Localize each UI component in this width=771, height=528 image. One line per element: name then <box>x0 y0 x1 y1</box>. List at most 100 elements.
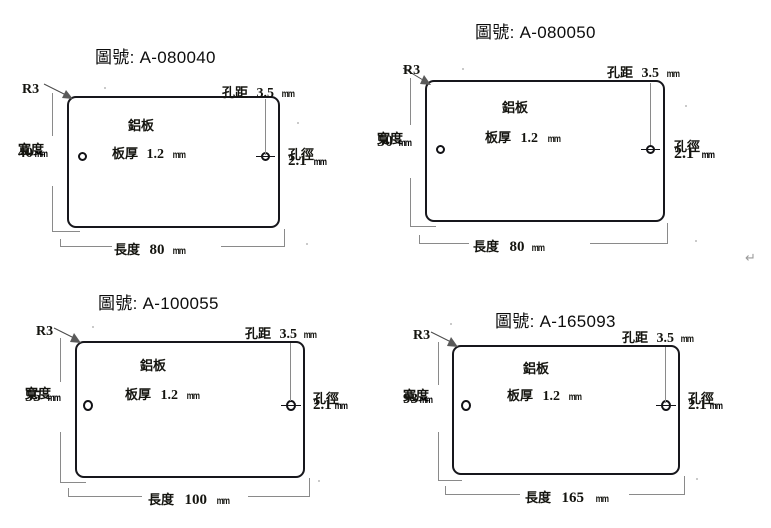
r3-leader-1 <box>43 83 73 99</box>
hole-dia-value-2: 2.1 <box>674 145 694 162</box>
length-label-3: 長度 <box>148 492 175 507</box>
width-ext-line-top-1 <box>52 93 53 136</box>
thickness-row-3: 板厚 1.2 mm <box>125 384 200 404</box>
drawing-panel-4: 圖號: A-165093 鋁板 板厚 1.2 mm R3 寬度 93 mm <box>385 280 771 528</box>
width-unit-1: mm <box>34 149 48 160</box>
hole-dia-value-row-1: 2.1 mm <box>288 152 328 170</box>
hole-dia-dimension-2: 孔徑 2.1 mm <box>674 140 716 163</box>
width-dimension-2: 寬度 50 mm <box>377 132 413 151</box>
hole-left-1 <box>78 152 87 161</box>
thickness-unit-1: mm <box>172 150 185 161</box>
hole-pitch-dimension-2: 孔距 3.5 mm <box>607 62 680 82</box>
width-tick-bottom-1 <box>52 231 80 232</box>
width-dimension-4: 寬度 93 mm <box>403 389 434 408</box>
width-value-1: 40 <box>18 145 33 161</box>
thickness-unit-2: mm <box>547 134 560 145</box>
thickness-row-1: 板厚 1.2 mm <box>112 143 186 163</box>
hole-dia-label-3: 孔徑 <box>313 392 340 407</box>
width-ext-line-bottom-4 <box>438 432 439 480</box>
hole-pitch-unit-4: mm <box>680 334 693 345</box>
hole-dia-value-row-3: 2.1 mm <box>313 396 349 414</box>
scan-speck-4b <box>696 478 698 480</box>
width-value-row-2: 50 mm <box>377 133 413 151</box>
hole-dia-label-4: 孔徑 <box>688 392 715 407</box>
length-unit-1: mm <box>172 246 186 257</box>
scan-speck-1c <box>306 243 308 245</box>
scan-speck-2c <box>695 240 697 242</box>
width-tick-bottom-2 <box>410 226 436 227</box>
length-dim-line-right-4 <box>629 494 685 495</box>
hole-right-crossmark-h-2 <box>641 149 660 151</box>
hole-pitch-value-4: 3.5 <box>656 331 675 346</box>
thickness-label-4: 板厚 <box>507 388 534 403</box>
hole-dia-unit-1: mm <box>313 157 326 168</box>
width-label-1: 寬度 <box>18 143 45 158</box>
hole-dia-value-4: 2.1 <box>688 397 707 413</box>
corner-radius-label-1: R3 <box>22 82 40 97</box>
material-label-2: 鋁板 <box>502 101 529 116</box>
drawing-title-1: 圖號: A-080040 <box>95 48 216 67</box>
thickness-value-1: 1.2 <box>146 147 165 162</box>
scan-speck-3b <box>318 480 320 482</box>
length-dim-line-right-1 <box>221 246 285 247</box>
hole-pitch-label-2: 孔距 <box>607 65 634 80</box>
length-unit-2: mm <box>531 243 545 254</box>
paragraph-mark: ↵ <box>745 250 756 265</box>
corner-radius-label-3: R3 <box>36 324 54 339</box>
thickness-value-3: 1.2 <box>160 388 179 403</box>
hole-dia-label-1: 孔徑 <box>288 148 315 163</box>
plate-outline-3 <box>75 341 305 478</box>
length-ext-left-2 <box>419 235 420 244</box>
hole-dia-dimension-4: 孔徑 2.1 mm <box>688 392 724 414</box>
hole-dia-value-3: 2.1 <box>313 397 332 413</box>
plate-text-1: 鋁板 <box>128 119 154 135</box>
hole-dia-value-row-4: 2.1 mm <box>688 396 724 414</box>
drawing-panel-1: 圖號: A-080040 鋁板 板厚 1.2 mm R3 寬度 40 mm <box>0 0 385 270</box>
hole-left-4 <box>461 400 471 411</box>
width-tick-bottom-4 <box>438 480 462 481</box>
length-ext-left-3 <box>68 488 69 497</box>
length-dimension-2: 長度 80 mm <box>473 236 546 256</box>
hole-pitch-dimension-4: 孔距 3.5 mm <box>622 327 694 347</box>
width-value-3: 55 <box>25 388 41 405</box>
length-label-2: 長度 <box>473 239 500 254</box>
length-unit-4: mm <box>595 494 608 505</box>
thickness-label-2: 板厚 <box>485 130 512 145</box>
width-ext-line-top-4 <box>438 342 439 385</box>
hole-right-crossmark-h-4 <box>656 405 676 407</box>
length-unit-3: mm <box>216 496 229 507</box>
drawing-title-4: 圖號: A-165093 <box>495 312 616 331</box>
thickness-label-1: 板厚 <box>112 146 139 161</box>
hole-dia-value-row-2: 2.1 mm <box>674 145 716 163</box>
width-value-row-4: 93 mm <box>403 390 434 408</box>
width-ext-line-top-3 <box>60 338 61 382</box>
width-value-2: 50 <box>377 133 393 150</box>
width-ext-line-top-2 <box>410 78 411 125</box>
hole-right-crossmark-h-3 <box>281 405 301 407</box>
width-unit-3: mm <box>47 393 61 404</box>
length-value-1: 80 <box>149 242 165 258</box>
hole-pitch-label-1: 孔距 <box>222 85 249 100</box>
width-label-3: 寬度 <box>25 387 52 402</box>
length-value-4: 165 <box>561 490 585 506</box>
hole-pitch-value-1: 3.5 <box>256 86 275 101</box>
hole-pitch-label-3: 孔距 <box>245 326 272 341</box>
hole-pitch-ext-4 <box>665 347 666 403</box>
hole-dia-value-1: 2.1 <box>288 153 307 169</box>
scan-speck-1b <box>297 122 299 124</box>
r3-leader-4 <box>430 331 458 347</box>
length-dimension-3: 長度 100 mm <box>148 489 230 509</box>
length-dim-line-left-4 <box>445 494 520 495</box>
thickness-unit-4: mm <box>568 392 581 403</box>
r3-leader-3 <box>53 327 81 343</box>
width-ext-line-bottom-3 <box>60 432 61 482</box>
hole-pitch-unit-3: mm <box>303 330 316 341</box>
hole-pitch-ext-3 <box>290 343 291 401</box>
thickness-row-4: 板厚 1.2 mm <box>507 385 582 405</box>
hole-pitch-dimension-1: 孔距 3.5 mm <box>222 82 295 102</box>
length-ext-right-3 <box>309 478 310 497</box>
material-label-3: 鋁板 <box>140 359 167 374</box>
width-unit-2: mm <box>398 138 412 149</box>
material-label-4: 鋁板 <box>523 362 550 377</box>
width-dimension-1: 寬度 40 mm <box>18 143 49 162</box>
